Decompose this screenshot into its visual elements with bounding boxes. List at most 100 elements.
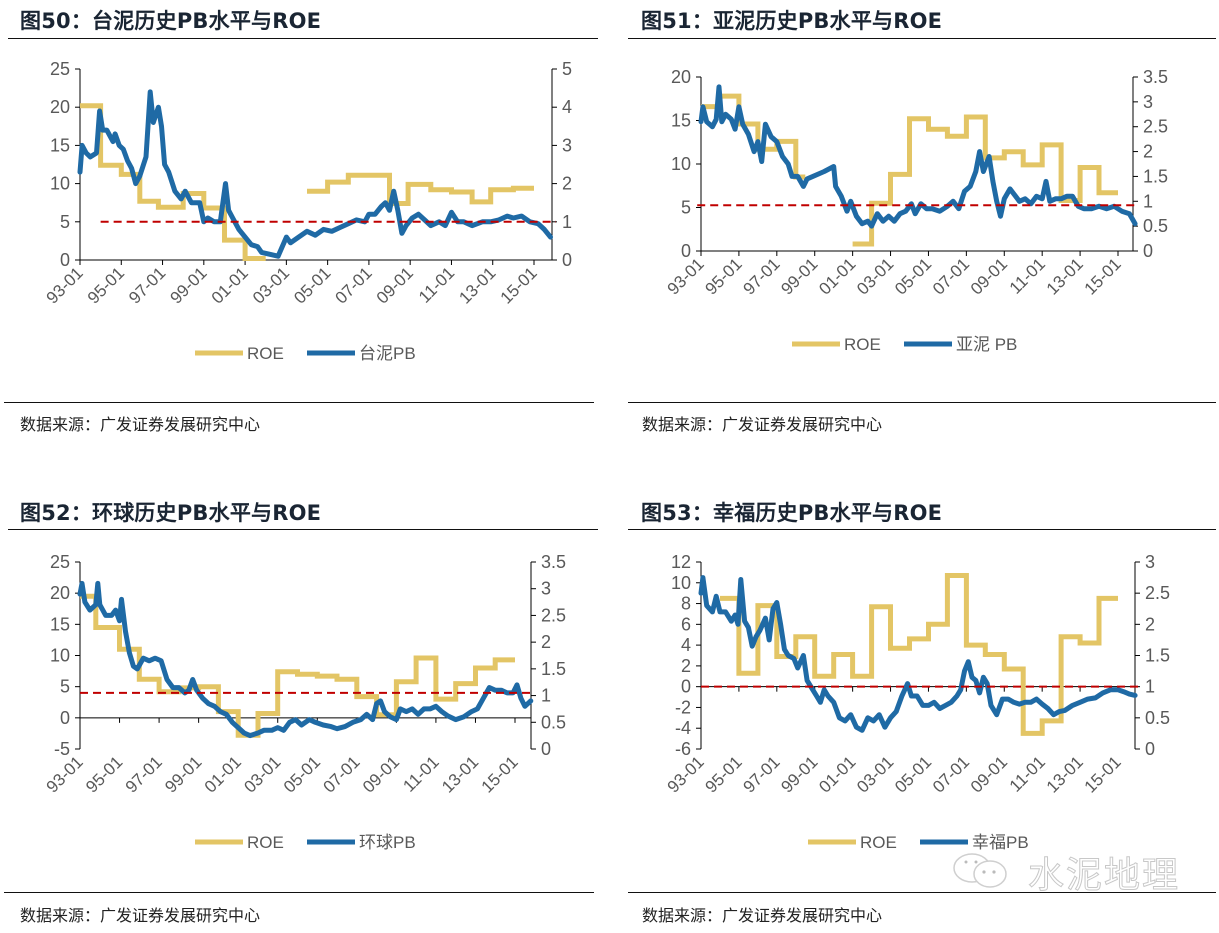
x-axis-tick-label: 95-01 — [84, 263, 128, 307]
legend-roe-label: ROE — [247, 833, 284, 852]
figure-50-source-rule — [4, 402, 594, 403]
x-axis-tick-label: 99-01 — [166, 263, 210, 307]
chart-figure-53: -6-4-202468101200.511.522.5393-0195-0197… — [664, 552, 1170, 852]
left-axis-tick-label: 0 — [681, 241, 691, 261]
figure-52-title: 图52：环球历史PB水平与ROE — [20, 501, 322, 525]
right-axis-tick-label: 2.5 — [1143, 117, 1168, 137]
right-axis-tick-label: 3.5 — [1143, 67, 1168, 87]
left-axis-tick-label: -4 — [675, 718, 691, 738]
right-axis-tick-label: 2.5 — [541, 605, 566, 625]
x-axis-tick-label: 09-01 — [967, 254, 1011, 298]
right-axis-tick-label: 0 — [1145, 739, 1155, 759]
figure-52-source-rule — [4, 892, 594, 893]
x-axis-tick-label: 99-01 — [777, 752, 821, 796]
right-axis-tick-label: 3.5 — [541, 552, 566, 572]
x-axis-tick-label: 05-01 — [891, 254, 935, 298]
right-axis-tick-label: 1.5 — [1145, 646, 1170, 666]
figure-53-title-rule — [628, 529, 1216, 530]
left-axis-tick-label: 25 — [50, 552, 70, 572]
x-axis-tick-label: 07-01 — [929, 254, 973, 298]
left-axis-tick-label: 10 — [671, 573, 691, 593]
right-axis-tick-label: 0.5 — [541, 712, 566, 732]
x-axis-tick-label: 93-01 — [43, 752, 87, 796]
x-axis-tick-label: 07-01 — [929, 752, 973, 796]
left-axis-tick-label: 10 — [50, 646, 70, 666]
x-axis-tick-label: 99-01 — [161, 752, 205, 796]
x-axis-tick-label: 13-01 — [1043, 752, 1087, 796]
x-axis-tick-label: 11-01 — [1006, 752, 1049, 795]
left-axis-tick-label: 0 — [60, 708, 70, 728]
legend-pb-label: 幸福PB — [972, 833, 1029, 852]
left-axis-tick-label: 0 — [681, 677, 691, 697]
figure-53-title: 图53：幸福历史PB水平与ROE — [641, 501, 943, 525]
left-axis-tick-label: 5 — [60, 677, 70, 697]
legend-roe-label: ROE — [247, 344, 284, 363]
roe-series-line — [80, 103, 266, 261]
x-axis-tick-label: 09-01 — [359, 752, 403, 796]
right-axis-tick-label: 1.5 — [1143, 166, 1168, 186]
roe-series-line — [852, 114, 1118, 247]
left-axis-tick-label: 15 — [50, 614, 70, 634]
x-axis-tick-label: 11-01 — [1006, 254, 1049, 297]
legend-roe-label: ROE — [860, 833, 897, 852]
chart-figure-52: -5 0 5 10 15 20 25 0 0.5 1 1.5 2 2.5 3 3.5 93-0195-0197… — [43, 552, 566, 852]
right-axis-tick-label: 4 — [562, 97, 572, 117]
x-axis-tick-label: 13-01 — [1043, 254, 1087, 298]
x-axis-tick-label: 03-01 — [853, 752, 897, 796]
left-axis-tick-label: -6 — [675, 739, 691, 759]
figure-53-source-note: 数据来源：广发证券发展研究中心 — [642, 906, 883, 925]
right-axis-tick-label: 2 — [1143, 142, 1153, 162]
x-axis-tick-label: 97-01 — [739, 254, 783, 298]
left-axis-tick-label: -5 — [54, 739, 70, 759]
pb-series-line — [698, 575, 1138, 733]
x-axis-tick-label: 03-01 — [249, 263, 293, 307]
x-axis-tick-label: 99-01 — [777, 254, 821, 298]
figure-52-title-rule — [8, 529, 598, 530]
x-axis-tick-label: 07-01 — [332, 263, 376, 307]
figure-53-source-rule — [628, 892, 1216, 893]
x-axis-tick-label: 93-01 — [664, 254, 708, 298]
right-axis-tick-label: 1 — [562, 212, 572, 232]
figure-50-title-rule — [8, 38, 598, 39]
right-axis-tick-label: 3 — [562, 135, 572, 155]
right-axis-tick-label: 3 — [1145, 552, 1155, 572]
x-axis-tick-label: 09-01 — [373, 263, 417, 307]
left-axis-tick-label: 0 — [60, 250, 70, 270]
right-axis-tick-label: 3 — [541, 579, 551, 599]
watermark-text: 水泥地理 — [1027, 855, 1181, 897]
x-axis-tick-label: 05-01 — [290, 263, 334, 307]
left-axis-tick-label: 25 — [50, 59, 70, 79]
pb-series-line — [77, 89, 553, 259]
x-axis-tick-label: 01-01 — [201, 752, 245, 796]
x-axis-tick-label: 97-01 — [739, 752, 783, 796]
legend-pb-label: 台泥PB — [359, 344, 416, 363]
x-axis-tick-label: 11-01 — [415, 263, 458, 306]
left-axis-tick-label: 10 — [671, 154, 691, 174]
x-axis-tick-label: 97-01 — [125, 263, 169, 307]
right-axis-tick-label: 0.5 — [1143, 216, 1168, 236]
left-axis-tick-label: 10 — [50, 174, 70, 194]
x-axis-tick-label: 97-01 — [122, 752, 166, 796]
x-axis-tick-label: 05-01 — [891, 752, 935, 796]
x-axis-tick-label: 11-01 — [399, 752, 442, 795]
figure-51-title-rule — [628, 38, 1216, 39]
x-axis-tick-label: 03-01 — [853, 254, 897, 298]
legend-pb-label: 亚泥 PB — [956, 335, 1017, 354]
right-axis-tick-label: 1 — [541, 686, 551, 706]
figure-50-source-note: 数据来源：广发证券发展研究中心 — [20, 415, 261, 434]
right-axis-tick-label: 0 — [562, 250, 572, 270]
x-axis-tick-label: 01-01 — [208, 263, 252, 307]
left-axis-tick-label: 2 — [681, 656, 691, 676]
x-axis-tick-label: 07-01 — [319, 752, 363, 796]
right-axis-tick-label: 1 — [1143, 191, 1153, 211]
right-axis-tick-label: 0 — [1143, 241, 1153, 261]
left-axis-tick-label: 4 — [681, 635, 691, 655]
left-axis-tick-label: 12 — [671, 552, 691, 572]
left-axis-tick-label: 20 — [671, 67, 691, 87]
left-axis-tick-label: 5 — [60, 212, 70, 232]
chart-figure-51: 0 5 10 15 20 0 0.5 1 1.5 2 2.5 3 3.5 93-0195-0197-019… — [664, 67, 1168, 354]
right-axis-tick-label: 2.5 — [1145, 583, 1170, 603]
left-axis-tick-label: 5 — [681, 198, 691, 218]
x-axis-tick-label: 03-01 — [240, 752, 284, 796]
x-axis-tick-label: 05-01 — [280, 752, 324, 796]
